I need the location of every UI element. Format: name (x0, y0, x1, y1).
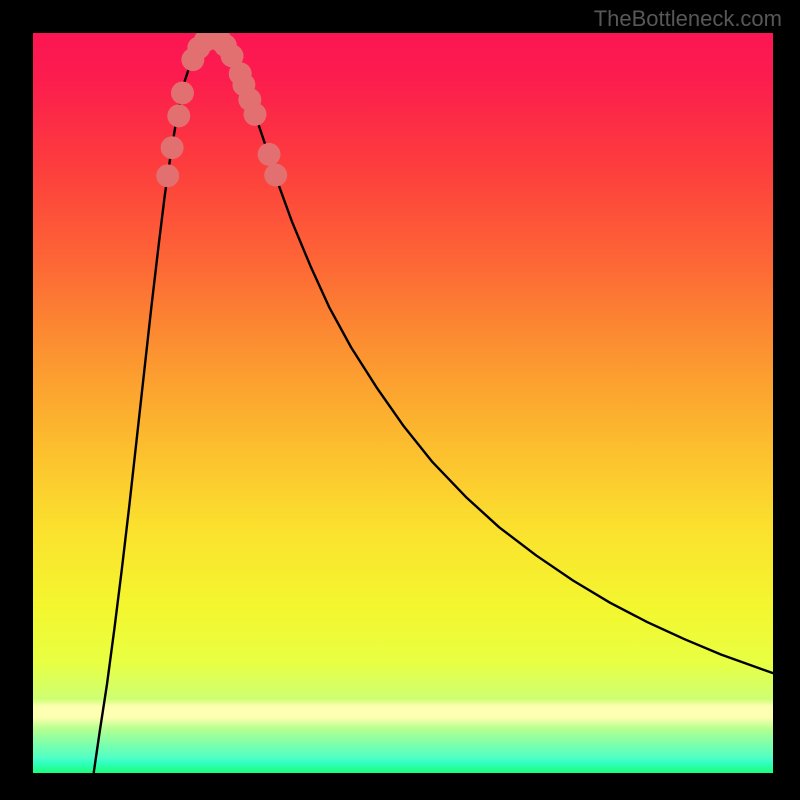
marker-dot (167, 104, 190, 127)
marker-dot (264, 164, 287, 187)
bottleneck-curve (94, 38, 773, 773)
attribution-text: TheBottleneck.com (594, 6, 782, 32)
plot-area (33, 33, 773, 773)
marker-dot (161, 136, 184, 159)
chart-svg (33, 33, 773, 773)
marker-dot (171, 81, 194, 104)
plot-frame (33, 33, 773, 773)
marker-group (156, 33, 287, 187)
marker-dot (258, 143, 281, 166)
marker-dot (156, 164, 179, 187)
marker-dot (244, 103, 267, 126)
